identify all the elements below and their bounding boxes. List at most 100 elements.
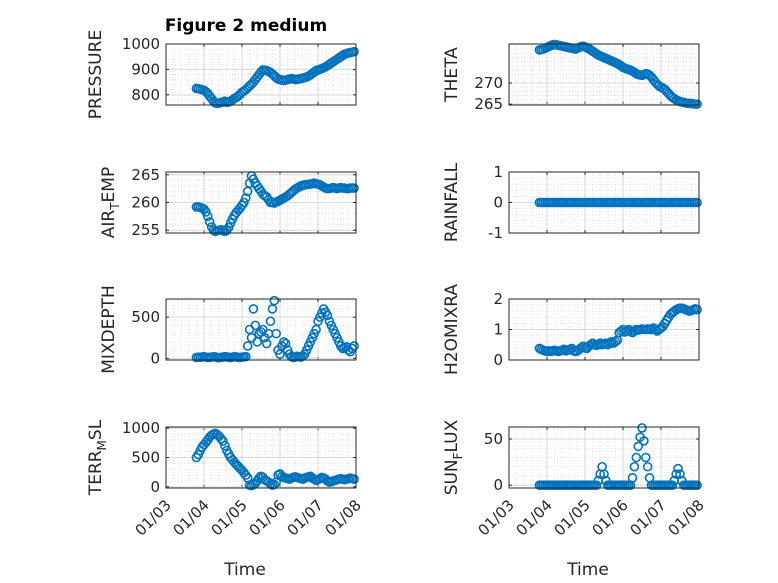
axes-frame [165, 43, 357, 106]
data-point [269, 295, 280, 306]
x-axis-label-right: Time [566, 560, 609, 580]
data-point [349, 474, 359, 485]
axes-frame [508, 298, 700, 361]
y-axis-label: PRESSURE [86, 30, 106, 119]
y-tick-label: 260 [131, 194, 160, 212]
subplot-4: -1 0 1 RAINFALL [442, 162, 702, 242]
y-axis-label-part: H2OMIXRA [442, 284, 462, 375]
axes-frame [508, 426, 700, 489]
data-point [349, 341, 359, 351]
figure-title: Figure 2 medium [165, 16, 327, 36]
x-tick-label: 01/07 [284, 496, 327, 539]
y-tick-label: 0 [150, 478, 160, 496]
data-point [239, 197, 249, 208]
data-point [642, 461, 653, 472]
y-tick-label: 265 [131, 166, 160, 184]
subplot-5: 0 500 MIXDEPTH [99, 285, 359, 374]
data-point [261, 338, 272, 349]
y-axis-label-subscript: M [95, 440, 109, 450]
y-axis-label: AIRTEMP [99, 167, 122, 238]
data-point [671, 469, 682, 479]
y-tick-label: 265 [474, 95, 503, 113]
y-axis-label-part: THETA [442, 47, 462, 103]
axes-frame [165, 426, 357, 489]
y-tick-label: 2 [493, 290, 503, 308]
y-axis-label: SUNFLUX [442, 419, 465, 495]
subplot-7: 0 500 1000 TERRMSL 01/0301/0401/0501/0601/07… [86, 419, 365, 539]
data-point [599, 469, 609, 479]
data-point [692, 304, 702, 315]
data-point [241, 351, 251, 362]
data-point [201, 207, 211, 217]
data-point [278, 337, 289, 347]
subplot-3: 255 260 265 AIRTEMP [99, 166, 359, 239]
x-axis-label-left: Time [223, 560, 266, 580]
y-tick-label: 500 [131, 308, 160, 326]
data-point [606, 336, 617, 347]
y-axis-label: THETA [442, 47, 462, 103]
y-tick-label: 1000 [122, 35, 160, 53]
y-axis-label: TERRMSL [86, 419, 109, 496]
data-point [218, 436, 228, 446]
data-point [241, 193, 251, 203]
data-point [349, 183, 359, 193]
subplot-2: 265 270 THETA [442, 39, 702, 113]
x-tick-label: 01/04 [170, 496, 213, 539]
data-point [627, 473, 638, 483]
y-tick-label: 0 [493, 351, 503, 369]
x-tick-label: 01/08 [322, 496, 365, 539]
y-tick-label: 50 [484, 430, 503, 448]
y-tick-label: 255 [131, 221, 160, 239]
x-tick-label: 01/05 [208, 496, 251, 539]
y-axis-label: RAINFALL [442, 162, 462, 242]
axes-frame [165, 298, 357, 361]
y-axis-label-part: PRESSURE [86, 30, 106, 119]
data-point [667, 480, 678, 491]
y-axis-label-part: SL [86, 419, 106, 440]
data-point [692, 197, 702, 208]
data-point [265, 316, 276, 327]
data-point [637, 423, 647, 433]
y-tick-label: 1 [493, 321, 503, 339]
y-axis-label-part: RAINFALL [442, 162, 462, 242]
data-point [640, 452, 651, 463]
axes-frame [508, 43, 700, 106]
y-tick-label: 500 [131, 449, 160, 467]
data-point [220, 440, 230, 451]
data-point [280, 338, 291, 349]
x-tick-label: 01/08 [665, 496, 708, 539]
data-point [675, 469, 685, 479]
data-point [631, 452, 642, 463]
x-tick-label: 01/06 [246, 496, 289, 539]
y-axis-label-part: EMP [99, 167, 119, 203]
y-tick-label: 800 [131, 86, 160, 104]
subplot-6: 0 1 2 H2OMIXRA [442, 284, 702, 375]
axes-frame [508, 171, 700, 234]
x-tick-label: 01/04 [513, 496, 556, 539]
data-point [204, 217, 215, 227]
y-tick-label: 0 [493, 476, 503, 494]
data-point [271, 328, 282, 339]
y-tick-label: 1000 [122, 419, 160, 437]
data-point [349, 46, 359, 57]
x-tick-label: 01/06 [589, 496, 632, 539]
data-point [692, 99, 702, 109]
y-axis-label-subscript: F [451, 452, 465, 459]
data-point [322, 310, 333, 321]
y-axis-label-part: MIXDEPTH [99, 285, 119, 374]
x-tick-label: 01/03 [132, 496, 175, 539]
data-point [248, 304, 259, 314]
data-point [203, 211, 213, 222]
y-tick-label: 0 [150, 349, 160, 367]
data-point [216, 433, 226, 444]
x-tick-label: 01/07 [627, 496, 670, 539]
data-point [673, 463, 683, 474]
y-axis-label-part: AIR [99, 210, 119, 239]
y-axis-label-part: LUX [442, 419, 462, 452]
data-point [639, 436, 649, 446]
data-point [692, 480, 702, 491]
subplot-1: 800 900 1000 PRESSURE [86, 30, 359, 119]
y-tick-label: -1 [488, 224, 503, 242]
